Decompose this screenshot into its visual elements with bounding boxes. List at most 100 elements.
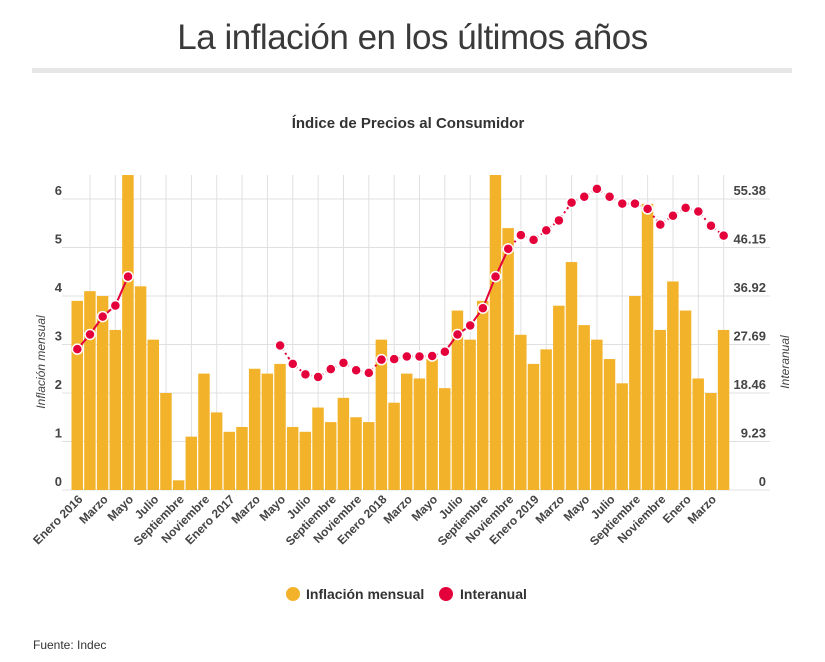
point-interanual [717,229,730,242]
left-tick-label: 4 [55,280,63,295]
point-interanual [616,197,629,210]
point-interanual [426,350,438,362]
bar-inflacion-mensual [122,175,134,490]
bar-inflacion-mensual [324,422,337,490]
point-interanual [692,205,705,218]
point-interanual [667,209,679,222]
left-tick-label: 1 [55,426,62,441]
bar-inflacion-mensual [84,291,96,490]
bar-inflacion-mensual [337,397,350,490]
bar-inflacion-mensual [451,310,464,490]
point-interanual [451,328,464,341]
point-interanual [629,197,641,210]
bar-inflacion-mensual [616,383,628,490]
point-interanual [603,191,616,203]
bar-inflacion-mensual [439,388,451,490]
point-interanual [553,214,565,227]
bar-inflacion-mensual [502,228,514,490]
point-interanual [654,218,667,231]
x-tick-label: Marzo [533,492,567,526]
legend-bar-swatch [286,587,300,601]
point-interanual [96,310,109,323]
bar-inflacion-mensual [109,329,121,490]
right-tick-label: 55.38 [733,183,766,198]
point-interanual [388,353,400,365]
legend-line-swatch [439,587,453,601]
bar-inflacion-mensual [147,339,160,490]
bar-inflacion-mensual [299,431,312,490]
legend-item-inflacion-mensual[interactable]: Inflación mensual [286,586,424,602]
bar-inflacion-mensual [96,296,109,490]
bar-inflacion-mensual [274,363,286,490]
point-interanual [540,224,552,237]
bar-inflacion-mensual [236,426,248,490]
bar-inflacion-mensual [489,175,502,490]
point-interanual [679,202,692,214]
bar-inflacion-mensual [172,480,185,490]
bar-inflacion-mensual [362,422,375,490]
bar-inflacion-mensual [578,325,590,490]
bar-inflacion-mensual [464,339,476,490]
bar-inflacion-mensual [160,393,172,490]
point-interanual [515,229,527,241]
point-interanual [325,363,337,375]
point-interanual [439,346,451,358]
right-tick-label: 36.92 [733,280,766,295]
bar-inflacion-mensual [401,373,413,490]
right-axis-label: Interanual [778,335,792,389]
bar-inflacion-mensual [198,373,210,490]
bar-inflacion-mensual [375,339,388,490]
right-tick-label: 9.23 [741,426,766,441]
bar-inflacion-mensual [312,407,324,490]
bar-inflacion-mensual [210,412,223,490]
point-interanual [477,302,489,314]
point-interanual [401,350,413,363]
right-tick-label: 18.46 [733,377,766,392]
point-interanual [464,319,476,332]
right-tick-label: 0 [759,474,766,489]
right-tick-label: 27.69 [733,329,766,344]
left-tick-label: 0 [55,474,62,489]
bar-inflacion-mensual [629,296,641,490]
point-interanual [565,196,578,209]
bar-inflacion-mensual [603,359,616,490]
bar-inflacion-mensual [692,378,704,490]
left-tick-label: 6 [55,183,62,198]
x-tick-label: Mayo [105,492,137,524]
right-tick-label: 46.15 [733,232,766,247]
bar-inflacion-mensual [223,431,236,490]
point-interanual [122,270,134,283]
x-tick-label: Mayo [561,492,593,524]
point-interanual [312,371,324,383]
x-tick-label: Marzo [685,492,719,526]
x-tick-label: Marzo [381,492,415,526]
point-interanual [109,299,122,312]
point-interanual [71,343,84,355]
left-tick-label: 3 [55,329,62,344]
x-tick-label: Enero 2016 [30,492,85,547]
bar-inflacion-mensual [565,262,578,490]
legend-label: Inflación mensual [306,586,424,602]
point-interanual [591,183,603,195]
chart-title: Índice de Precios al Consumidor [292,115,525,132]
bar-inflacion-mensual [641,203,654,490]
bar-inflacion-mensual [654,329,666,490]
page-title: La inflación en los últimos años [177,18,648,57]
x-tick-label: Mayo [257,492,289,524]
bar-inflacion-mensual [426,359,438,490]
bar-inflacion-mensual [185,436,198,490]
bar-inflacion-mensual [553,305,565,490]
legend-label: Interanual [460,586,527,602]
point-interanual [375,353,388,366]
legend-item-interanual[interactable]: Interanual [439,586,527,602]
bar-inflacion-mensual [705,393,717,490]
legend: Inflación mensual Interanual [286,586,527,602]
point-interanual [363,367,375,379]
point-interanual [287,358,299,370]
left-tick-label: 5 [55,232,62,247]
left-tick-label: 2 [55,377,62,392]
bar-inflacion-mensual [667,281,679,490]
bar-inflacion-mensual [248,368,261,490]
point-interanual [274,339,286,352]
